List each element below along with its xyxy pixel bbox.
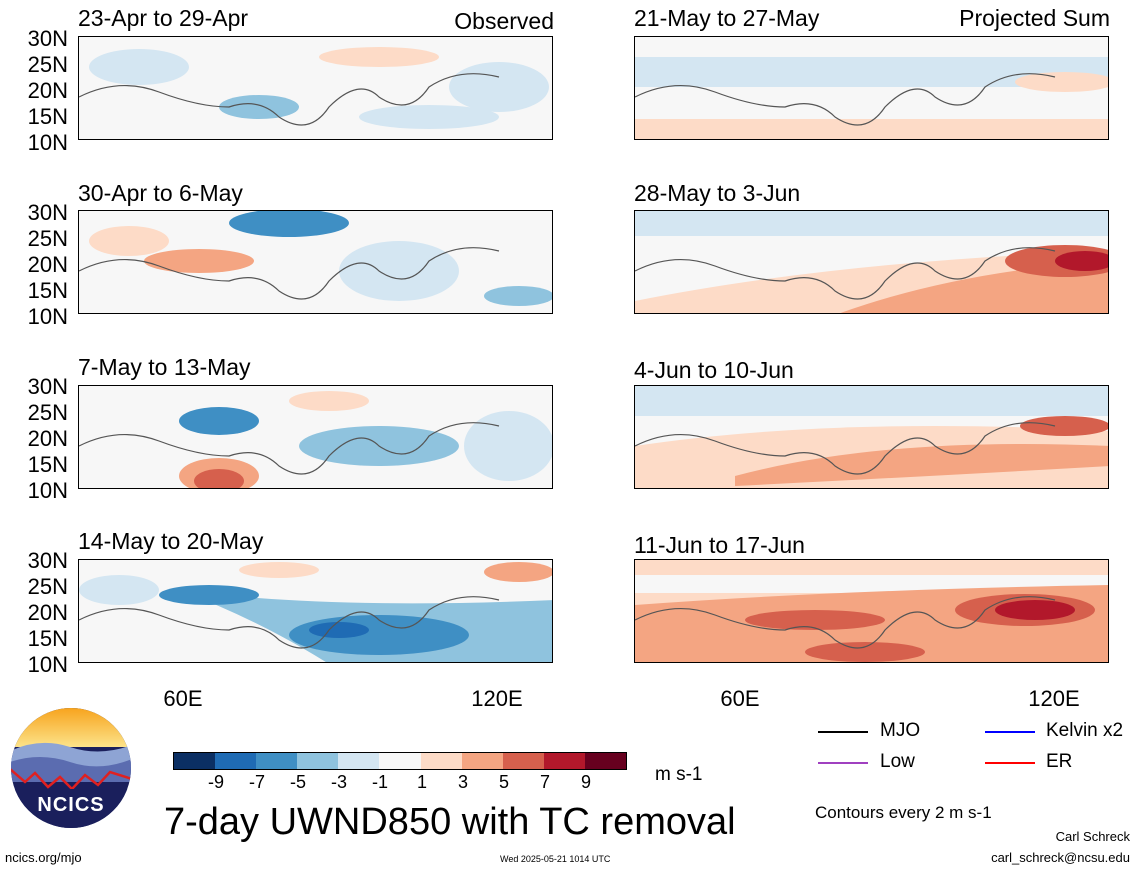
y-tick: 30N — [27, 374, 68, 399]
y-tick: 15N — [27, 278, 68, 303]
colorbar-tick: -1 — [371, 772, 388, 792]
projected-label: Projected Sum — [959, 5, 1110, 31]
y-tick: 25N — [27, 400, 68, 425]
y-tick: 25N — [27, 226, 68, 251]
y-tick: 20N — [27, 426, 68, 451]
legend-mjo-line — [818, 731, 868, 733]
ncics-logo-icon: NCICS — [11, 708, 131, 828]
colorbar-swatch — [461, 753, 503, 769]
panel-title-left-3: 7-May to 13-May — [78, 354, 251, 380]
observed-label: Observed — [454, 8, 554, 34]
map-panel-left-1 — [78, 36, 553, 140]
y-tick: 25N — [27, 574, 68, 599]
contour-note: Contours every 2 m s-1 — [815, 803, 992, 822]
y-tick: 20N — [27, 600, 68, 625]
y-tick: 15N — [27, 452, 68, 477]
colorbar-swatch — [584, 753, 627, 769]
colorbar-swatch — [502, 753, 544, 769]
colorbar-tick: 1 — [416, 772, 427, 792]
y-tick: 10N — [27, 304, 68, 329]
x-tick-left-120e: 120E — [471, 686, 523, 711]
y-tick: 15N — [27, 626, 68, 651]
x-tick-right-120e: 120E — [1028, 686, 1080, 711]
y-tick: 15N — [27, 104, 68, 129]
colorbar-swatch — [338, 753, 380, 769]
colorbar-swatch — [256, 753, 298, 769]
footer-site: ncics.org/mjo — [5, 850, 82, 865]
colorbar-unit: m s-1 — [655, 764, 703, 785]
panel-title-left-2: 30-Apr to 6-May — [78, 180, 243, 206]
legend-er-line — [985, 762, 1035, 764]
figure-title: 7-day UWND850 with TC removal — [164, 801, 736, 843]
colorbar-tick: -5 — [289, 772, 306, 792]
map-panel-right-2 — [634, 210, 1109, 314]
y-tick: 20N — [27, 78, 68, 103]
colorbar-tick: -9 — [207, 772, 224, 792]
map-panel-left-2 — [78, 210, 553, 314]
panel-title-right-2: 28-May to 3-Jun — [634, 180, 801, 206]
ncics-logo: NCICS — [10, 707, 132, 829]
y-tick: 10N — [27, 652, 68, 677]
panel-title-right-1: 21-May to 27-May — [634, 5, 820, 31]
colorbar-tick: 5 — [498, 772, 509, 792]
y-tick: 10N — [27, 478, 68, 503]
y-tick: 30N — [27, 26, 68, 51]
colorbar-tick: -3 — [330, 772, 347, 792]
colorbar-tick: 9 — [580, 772, 591, 792]
y-tick: 30N — [27, 200, 68, 225]
y-tick: 25N — [27, 52, 68, 77]
colorbar-swatch — [174, 753, 216, 769]
colorbar-swatch — [379, 753, 421, 769]
colorbar-tick: 7 — [539, 772, 550, 792]
colorbar-ticks: -9 -7 -5 -3 -1 1 3 5 7 9 — [173, 772, 627, 794]
footer-timestamp: Wed 2025-05-21 1014 UTC — [500, 854, 611, 864]
colorbar-swatch — [543, 753, 585, 769]
colorbar-tick: -7 — [248, 772, 265, 792]
map-panel-right-3 — [634, 385, 1109, 489]
colorbar-swatch — [215, 753, 257, 769]
footer-email: carl_schreck@ncsu.edu — [991, 850, 1130, 865]
legend-mjo-label: MJO — [880, 720, 921, 741]
legend-low-label: Low — [880, 751, 915, 772]
colorbar-swatch — [297, 753, 339, 769]
panel-title-right-3: 4-Jun to 10-Jun — [634, 357, 794, 383]
y-tick: 10N — [27, 130, 68, 155]
map-panel-right-4 — [634, 559, 1109, 663]
map-panel-left-4 — [78, 559, 553, 663]
legend-low-line — [818, 762, 868, 764]
panel-title-left-1: 23-Apr to 29-Apr — [78, 5, 249, 31]
legend-kelvin-label: Kelvin x2 — [1046, 720, 1124, 741]
y-tick: 20N — [27, 252, 68, 277]
legend-er-label: ER — [1046, 751, 1073, 772]
panel-title-left-4: 14-May to 20-May — [78, 528, 264, 554]
x-tick-right-60e: 60E — [720, 686, 760, 711]
legend-kelvin-line — [985, 731, 1035, 733]
panel-title-right-4: 11-Jun to 17-Jun — [634, 532, 805, 558]
colorbar-swatch — [420, 753, 462, 769]
y-tick: 30N — [27, 548, 68, 573]
map-panel-right-1 — [634, 36, 1109, 140]
logo-text: NCICS — [37, 794, 104, 816]
footer-author: Carl Schreck — [1055, 829, 1130, 844]
colorbar — [173, 752, 627, 770]
x-tick-left-60e: 60E — [163, 686, 203, 711]
map-panel-left-3 — [78, 385, 553, 489]
colorbar-tick: 3 — [457, 772, 468, 792]
